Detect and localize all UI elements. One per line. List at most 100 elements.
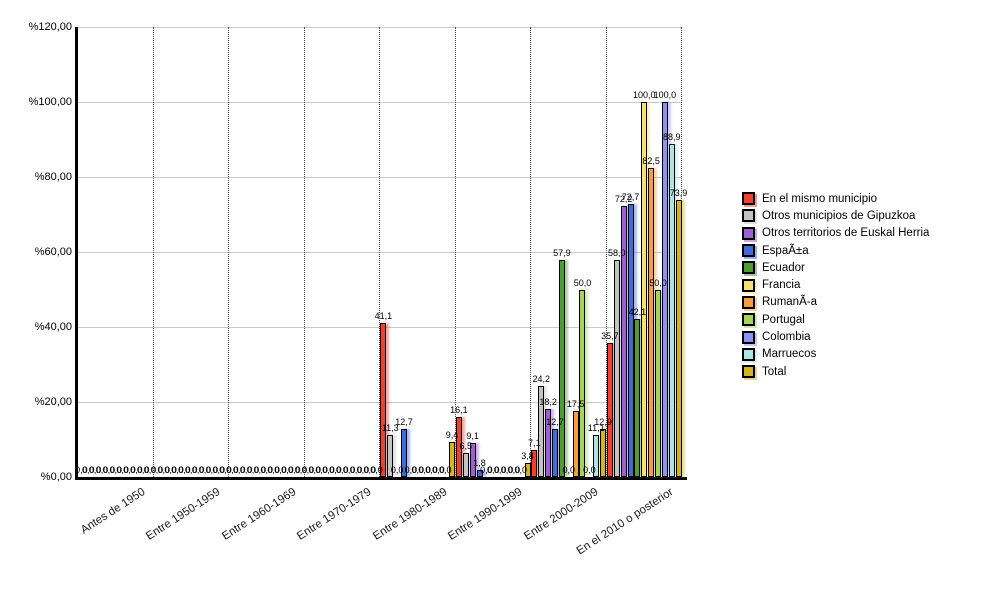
y-tick-label: %120,00 [28, 21, 72, 33]
legend-label: Ecuador [762, 261, 805, 274]
legend: En el mismo municipio Otros municipios de… [742, 190, 929, 380]
bar-value-label: 100,0 [632, 90, 656, 100]
bar-value-label: 0,0 [404, 465, 418, 475]
gridline [78, 177, 682, 178]
legend-swatch [742, 330, 755, 344]
bar-value-label: 0,0 [198, 465, 212, 475]
legend-label: En el mismo municipio [762, 192, 878, 205]
bar-value-label: 0,0 [88, 465, 102, 475]
x-category-label: Entre 1980-1989 [370, 486, 450, 543]
bar-value-label: 0,0 [274, 465, 287, 475]
gridline [78, 327, 682, 328]
bar-value-label: 100,0 [653, 90, 677, 100]
category-separator [454, 27, 456, 477]
bar-value-label: 0,0 [342, 465, 356, 475]
legend-item: Marruecos [742, 346, 929, 363]
bar-value-label: 0,0 [500, 465, 514, 475]
bar [600, 428, 607, 477]
x-category-label: Entre 1990-1999 [446, 486, 525, 543]
bar-value-label: 0,0 [123, 465, 136, 475]
bar-value-label: 0,0 [301, 465, 315, 475]
bar-value-label: 0,0 [267, 465, 280, 475]
bar [627, 204, 634, 477]
bar-value-label: 0,0 [335, 465, 349, 475]
y-tick-label: %40,00 [34, 321, 72, 333]
category-separator [530, 27, 531, 477]
bar [579, 289, 586, 477]
category-separator [379, 27, 380, 477]
y-tick-label: %0,00 [40, 471, 72, 483]
bar-value-label: 0,0 [239, 465, 253, 475]
bar-value-label: 0,0 [178, 465, 191, 475]
bar [634, 319, 641, 477]
bar [593, 435, 600, 477]
bar-value-label: 0,0 [418, 465, 431, 475]
bar-value-label: 0,0 [219, 465, 232, 475]
legend-label: Otros municipios de Gipuzkoa [762, 209, 916, 222]
bar [545, 408, 552, 477]
legend-label: EspaÃ±a [762, 244, 809, 257]
y-tick-label: %60,00 [34, 246, 72, 258]
legend-item: Colombia [742, 328, 929, 345]
category-separator [303, 27, 305, 477]
gridline [78, 27, 682, 28]
x-axis-line [75, 477, 687, 480]
legend-item: Francia [742, 276, 929, 293]
bar-value-label: 0,0 [150, 465, 164, 475]
legend-item: EspaÃ±a [742, 242, 929, 259]
legend-label: Francia [762, 279, 801, 292]
y-tick-label: %20,00 [34, 396, 72, 408]
bar-value-label: 0,0 [205, 465, 219, 475]
bar-value-label: 50,0 [573, 277, 592, 288]
bar-value-label: 0,0 [184, 465, 198, 475]
gridline [78, 102, 682, 103]
plot-area: 0,0 0,0 0,0 0,0 0,0 0,0 0,0 0,0 0,0 0,0 0,0 0,0 0,0 0… [75, 27, 687, 480]
bar [531, 450, 538, 477]
bar [476, 470, 483, 477]
legend-item: Ecuador [742, 259, 929, 276]
bar-value-label: 0,0 [315, 465, 328, 475]
legend-item: Total [742, 363, 929, 380]
legend-item: RumanÃ-a [742, 294, 929, 311]
bar-value-label: 0,0 [130, 465, 143, 475]
category-separator [605, 27, 607, 477]
legend-swatch [742, 278, 755, 292]
bar [648, 167, 655, 477]
bar-value-label: 0,0 [102, 465, 116, 475]
bar [552, 429, 559, 477]
bar-value-label: 0,0 [136, 465, 150, 475]
legend-swatch [742, 347, 755, 361]
x-category-label: En el 2010 o posterior [574, 486, 676, 558]
bar-value-label: 88,9 [662, 131, 681, 142]
legend-label: Colombia [762, 331, 811, 344]
bar [524, 462, 531, 477]
bar-value-label: 0,0 [212, 465, 225, 475]
bar-value-label: 0,0 [191, 465, 205, 475]
legend-swatch [742, 261, 755, 275]
x-category-label: Entre 1950-1959 [144, 486, 223, 543]
bar [462, 452, 469, 477]
bar-value-label: 0,0 [143, 465, 157, 475]
bar-value-label: 0,0 [281, 465, 294, 475]
bar-value-label: 0,0 [294, 465, 308, 475]
bar-value-label: 0,0 [116, 465, 129, 475]
legend-swatch [742, 226, 755, 240]
bar [380, 322, 387, 477]
bar [401, 429, 408, 477]
bar-value-label: 0,0 [425, 465, 438, 475]
legend-label: Total [762, 365, 787, 378]
y-axis-line [75, 27, 78, 480]
legend-swatch [742, 244, 755, 258]
legend-swatch [742, 192, 755, 206]
y-tick-label: %100,00 [28, 96, 72, 108]
x-category-label: Entre 2000-2009 [521, 486, 601, 543]
bar-value-label: 0,0 [287, 465, 301, 475]
legend-item: Otros municipios de Gipuzkoa [742, 207, 929, 224]
x-category-label: Entre 1960-1969 [219, 486, 299, 543]
legend-label: Portugal [762, 313, 805, 326]
bar [449, 441, 456, 477]
bar [613, 259, 620, 477]
bar-value-label: 0,0 [322, 465, 335, 475]
bar-value-label: 0,0 [349, 465, 363, 475]
bar [572, 411, 579, 477]
